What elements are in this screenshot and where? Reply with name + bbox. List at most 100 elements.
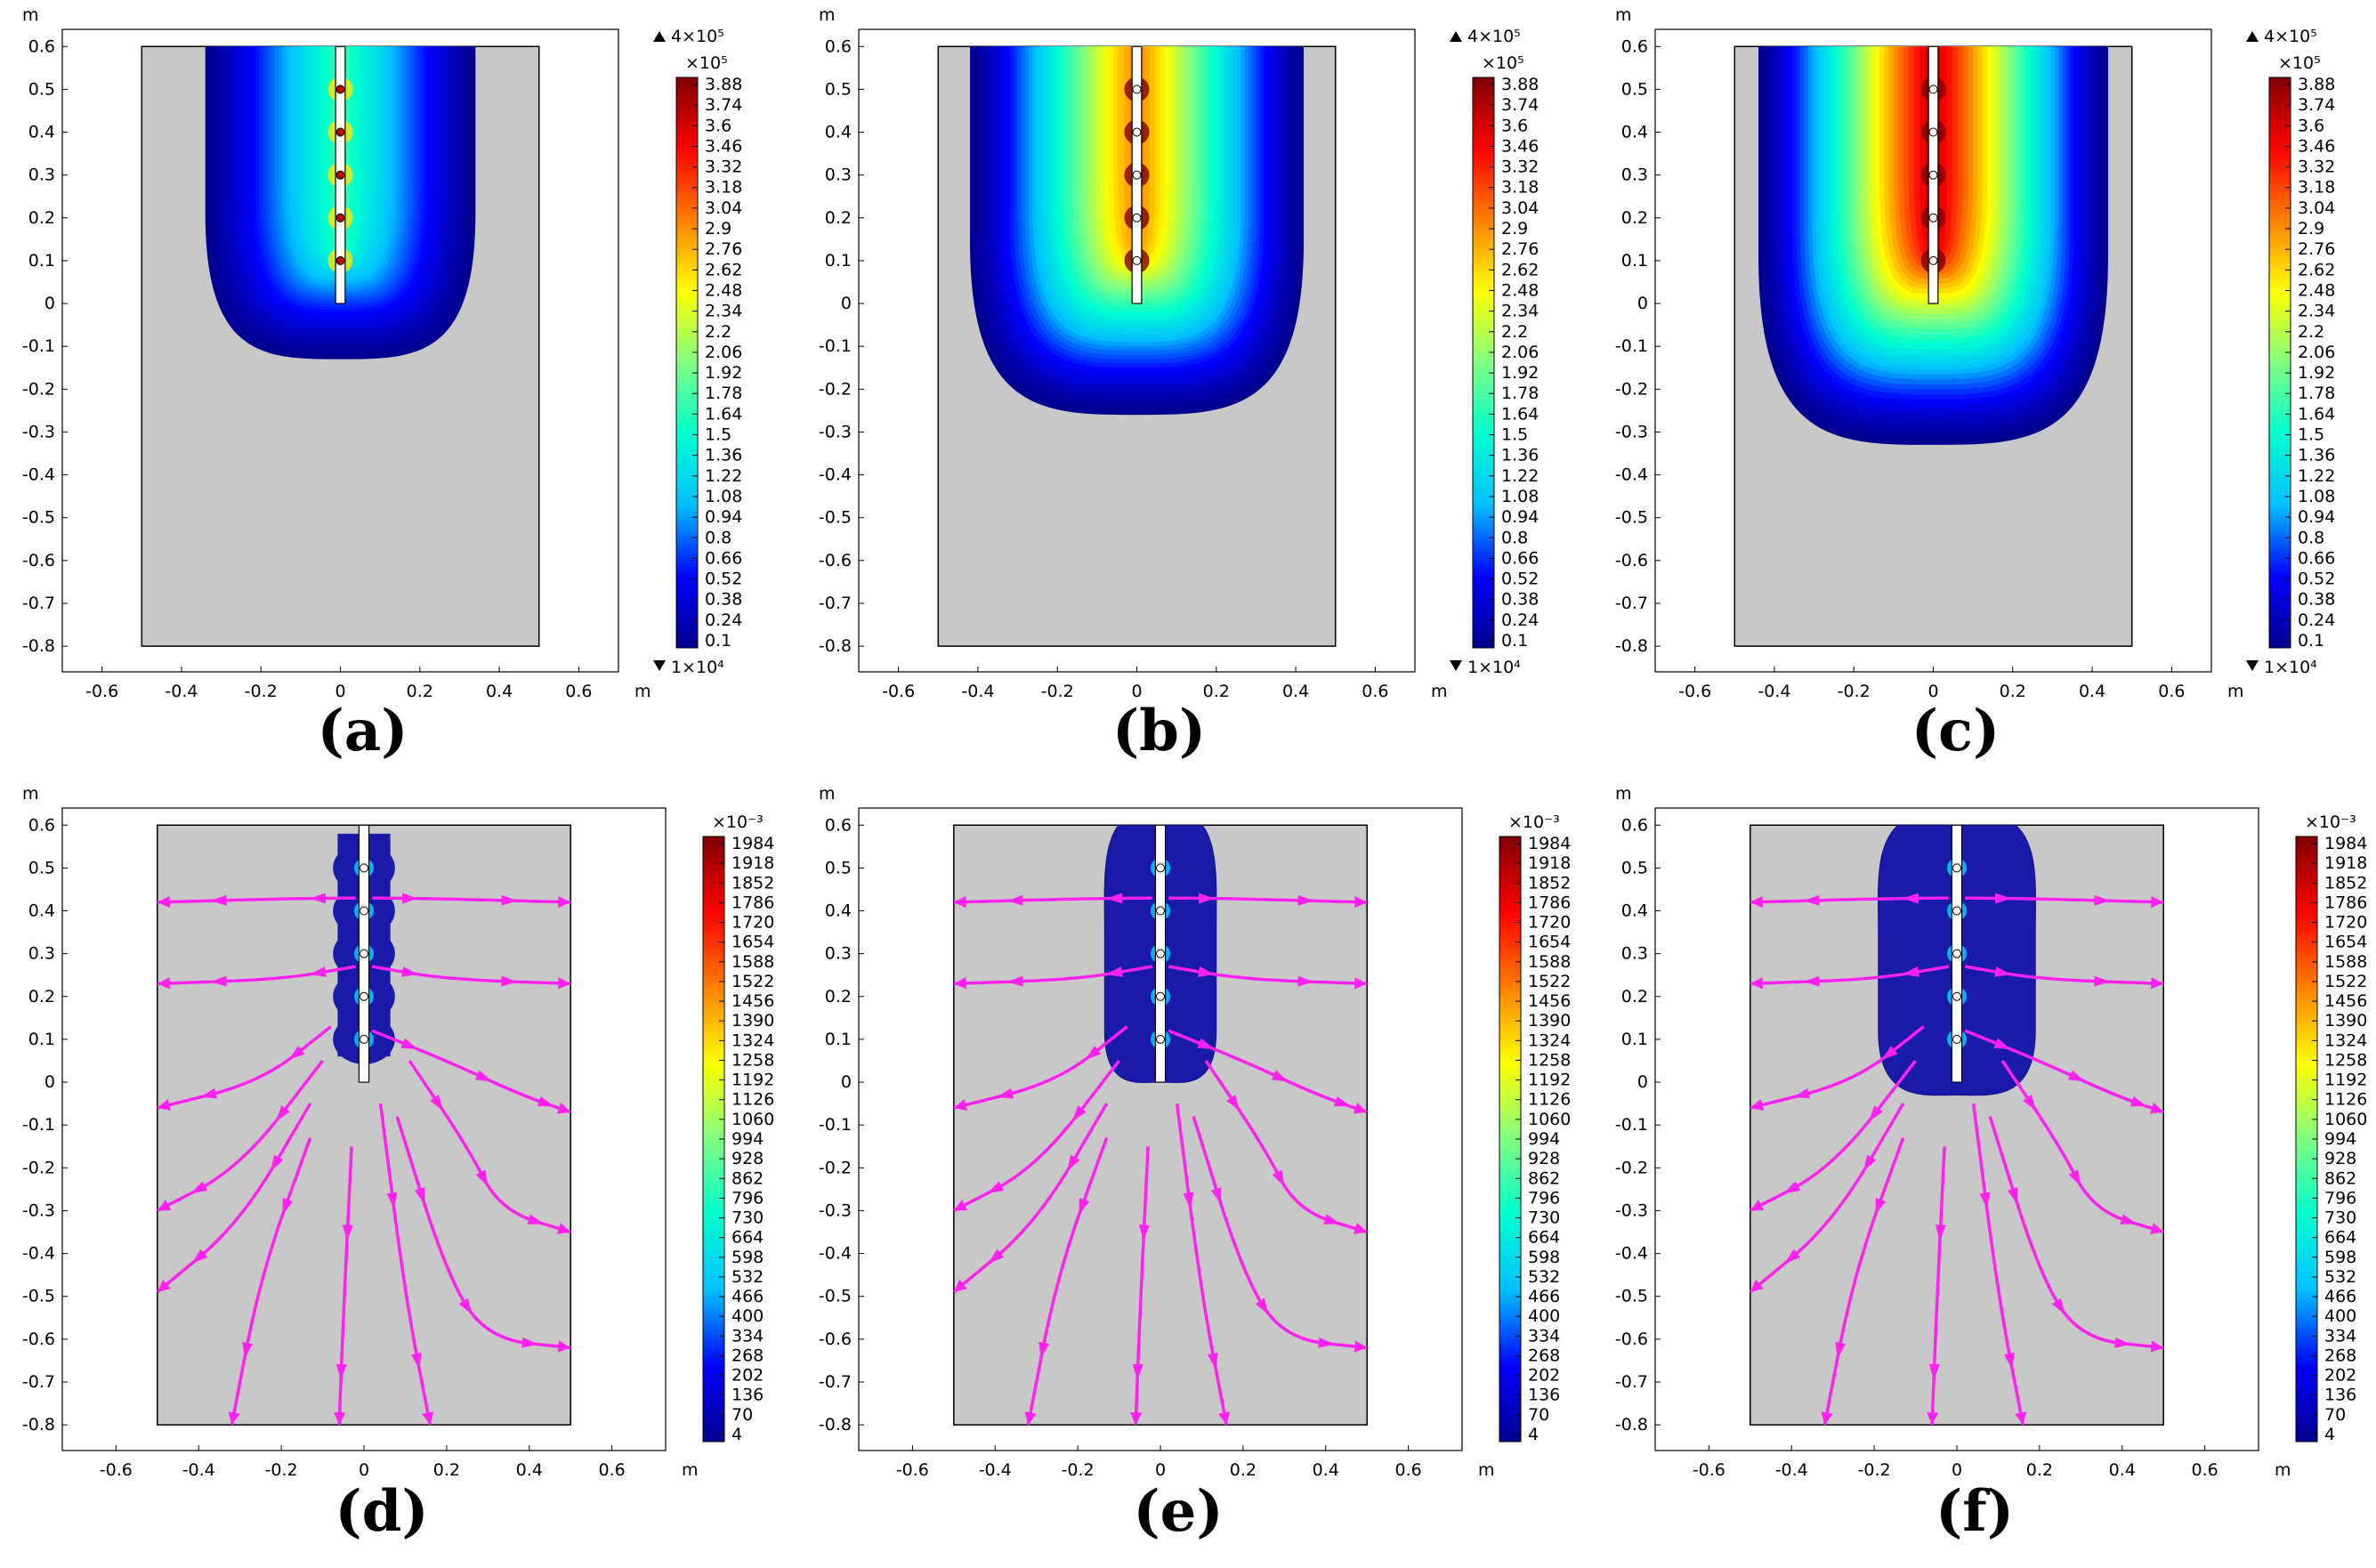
x-tick-label: 0.4 [2109,1460,2136,1480]
y-tick-label: -0.7 [819,594,852,613]
colorbar-label: 0.38 [1501,590,1539,610]
colorbar-label: 1258 [731,1050,774,1070]
streamline-arrow [414,1187,425,1205]
y-tick-label: 0.2 [28,208,55,228]
streamline-arrow [2015,1411,2027,1426]
x-unit-label: m [682,1460,699,1480]
streamline-arrow [1105,893,1122,904]
colorbar-scale: ×10⁻³ [1508,812,1560,832]
streamline [395,1116,571,1350]
y-tick-label: 0.4 [1621,123,1648,142]
y-tick-label: 0.1 [1621,1030,1648,1049]
y-tick-label: -0.2 [1615,379,1648,399]
x-tick-label: -0.2 [1062,1460,1095,1480]
y-tick-label: -0.2 [22,1158,55,1177]
colorbar-label: 4 [731,1425,742,1444]
x-tick-label: 0.2 [2000,682,2026,701]
colorbar-label: 532 [2324,1267,2356,1287]
streamline-arrow [2068,1169,2081,1187]
streamline-arrow [309,893,326,904]
colorbar-label: 1.78 [2298,384,2335,403]
x-tick-label: 0.2 [1203,682,1230,701]
y-unit-label: m [1615,5,1632,25]
streamline [1134,1146,1150,1426]
x-tick-label: 0.6 [599,1460,626,1480]
panel-c: 0.6 0.5 0.4 0.3 0.2 0.1 0 -0.1 -0.2 -0.3 -0.4 -0.5 -… [1615,5,2335,764]
x-tick-label: -0.6 [85,682,118,701]
colorbar-scale: ×10⁻³ [712,812,764,832]
x-tick-label: -0.2 [245,682,278,701]
colorbar-label: 2.62 [2298,260,2335,279]
colorbar-label: 1126 [731,1090,774,1110]
streamline-arrow [1750,895,1763,909]
streamline-arrow [1106,966,1123,977]
x-unit-label: m [1478,1460,1495,1480]
emitter-marker [1928,127,1938,137]
streamline-arrow [1881,1046,1898,1060]
colorbar-label: 0.8 [2298,528,2324,547]
streamline-arrow [1750,1099,1764,1111]
colorbar-label: 136 [1528,1386,1560,1405]
panel-label: (b) [1112,698,1206,764]
colorbar-label: 1324 [731,1031,774,1050]
colorbar-label: 3.46 [705,136,742,156]
colorbar-label: 1060 [731,1110,774,1129]
y-tick-label: 0.6 [1621,815,1648,835]
streamline-arrow [557,1340,571,1353]
colorbar-label: 862 [731,1168,764,1188]
colorbar-label: 1390 [2324,1011,2367,1031]
x-tick-label: -0.6 [1678,682,1711,701]
colorbar-label: 2.9 [1501,219,1528,238]
streamline-arrow [1297,894,1314,906]
streamline-arrow [1869,1105,1883,1122]
streamline-arrow [1784,1249,1801,1264]
colorbar-scale: ×10⁵ [685,53,728,73]
y-tick-label: 0 [841,1072,852,1092]
panel-d: 0.6 0.5 0.4 0.3 0.2 0.1 0 -0.1 -0.2 -0.3 -0.4 -0.5 -… [22,784,774,1545]
emitter-marker [1928,255,1938,265]
streamline-arrow [501,894,518,906]
y-tick-label: 0.6 [825,815,852,835]
streamline-arrow [1067,1154,1080,1172]
colorbar-label: 3.88 [2298,75,2335,94]
colorbar-label: 1720 [2324,913,2367,933]
colorbar-label: 0.24 [1501,610,1539,630]
streamline-arrow [402,893,419,904]
streamline-arrow [988,1249,1005,1264]
y-tick-label: 0.2 [28,987,55,1006]
x-tick-label: -0.6 [100,1460,133,1480]
colorbar-label: 862 [2324,1168,2356,1188]
colorbar-label: 1.78 [705,384,742,403]
streamline [1168,1029,1368,1114]
y-tick-label: -0.6 [819,1330,852,1349]
y-tick-label: 0.4 [825,901,852,921]
x-tick-label: 0 [1927,682,1938,701]
colorbar-label: 2.62 [705,260,742,279]
streamline-arrow [987,1181,1005,1193]
x-tick-label: 0.4 [516,1460,543,1480]
x-tick-label: -0.2 [1041,682,1074,701]
colorbar-label: 862 [1528,1168,1560,1188]
x-unit-label: m [2275,1460,2291,1480]
streamline-arrow [288,1046,305,1060]
y-tick-label: -0.1 [819,1115,852,1135]
colorbar-label: 1.22 [1501,466,1539,486]
x-tick-label: -0.4 [1775,1460,1808,1480]
y-tick-label: -0.4 [1615,465,1648,485]
streamline-arrow [342,1224,353,1241]
y-tick-label: -0.1 [819,336,852,356]
colorbar-label: 3.6 [705,116,731,135]
colorbar-label: 0.1 [705,631,731,651]
colorbar-label: 3.74 [2298,95,2335,115]
y-tick-label: 0 [841,294,852,313]
streamline-arrow [2094,894,2111,906]
streamline-arrow [1353,1102,1368,1114]
y-tick-label: -0.6 [22,1330,55,1349]
x-unit-label: m [634,682,651,701]
colorbar-label: 0.52 [1501,570,1539,589]
colorbar-label: 0.52 [2298,570,2335,589]
streamline-arrow [1218,1411,1231,1426]
y-tick-label: 0.5 [825,79,852,99]
streamline-arrow [1835,1341,1847,1359]
streamline-arrow [1993,1038,2011,1049]
